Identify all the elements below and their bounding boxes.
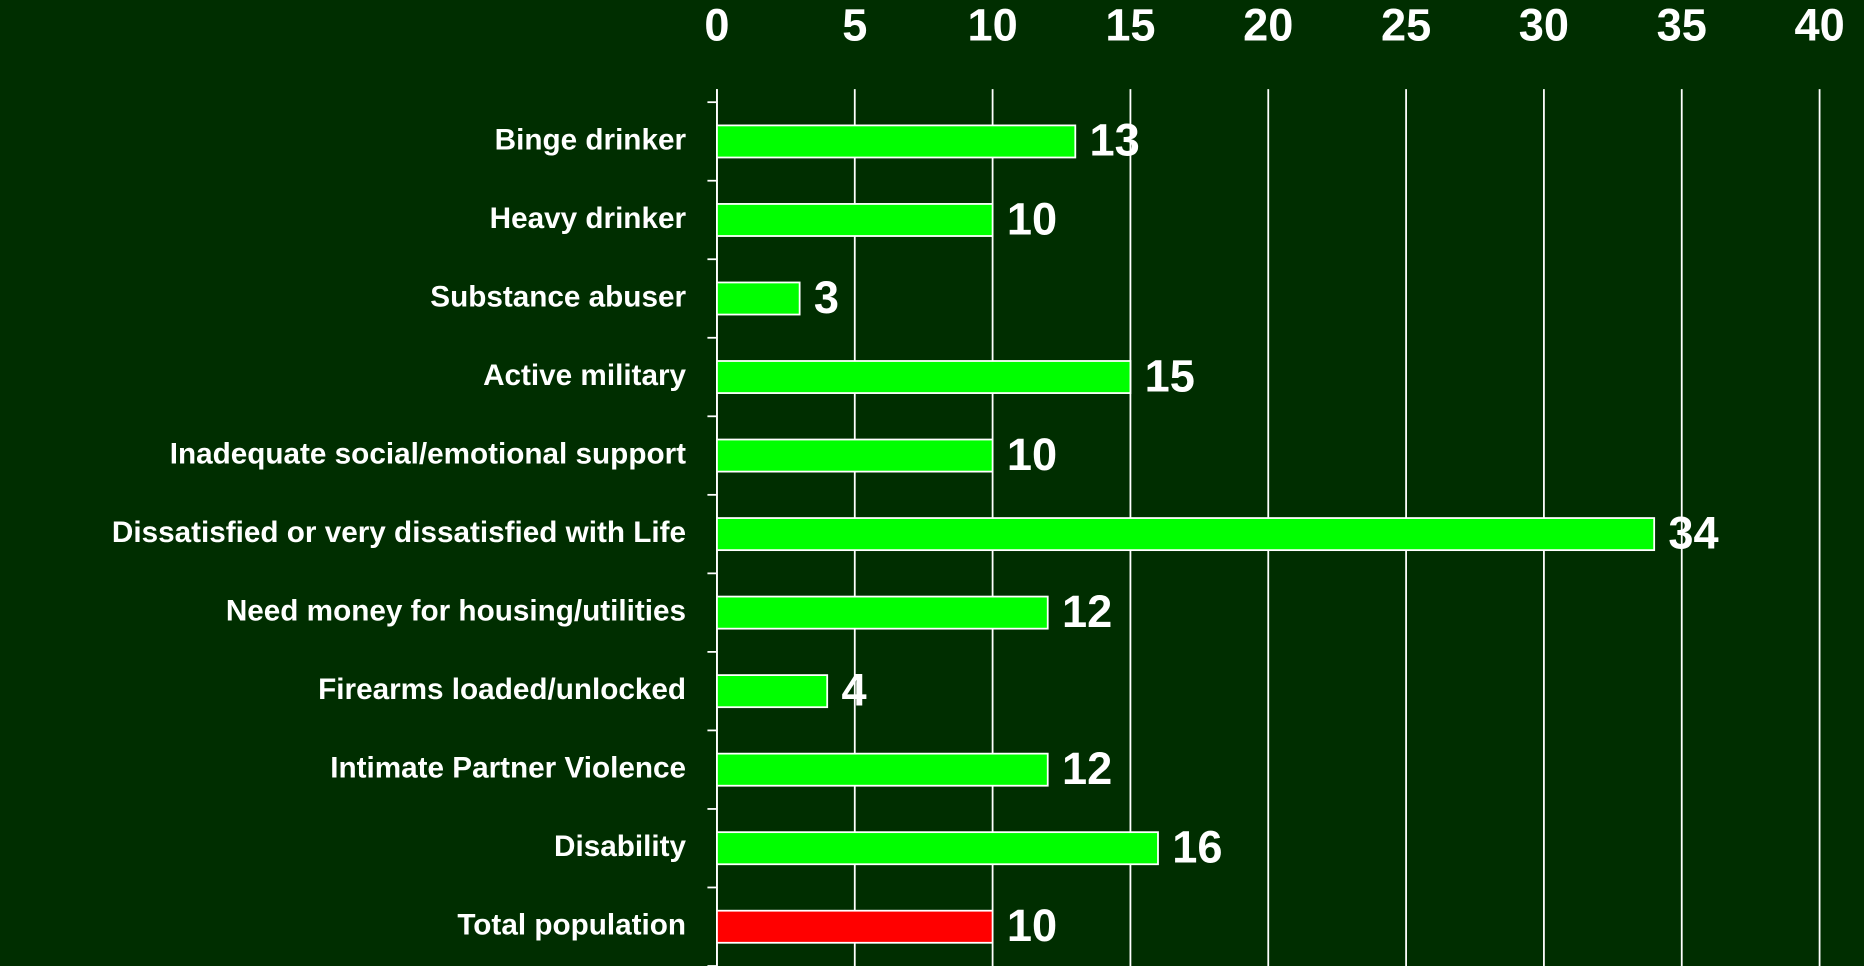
y-tick-label: Active military [483, 359, 686, 392]
data-label: 12 [1062, 586, 1112, 637]
data-label: 3 [814, 272, 839, 323]
bar [716, 203, 994, 237]
x-tick-label: 5 [842, 0, 867, 50]
data-label: 13 [1090, 115, 1140, 166]
x-tick-label: 30 [1519, 0, 1569, 50]
y-tick-label: Binge drinker [495, 123, 687, 156]
x-tick-label: 35 [1657, 0, 1707, 50]
bar [716, 752, 1049, 787]
y-tick-label: Dissatisfied or very dissatisfied with L… [112, 516, 686, 549]
y-tick-label: Disability [554, 830, 686, 863]
x-tick-label: 10 [967, 0, 1017, 50]
data-label: 34 [1668, 507, 1718, 558]
y-tick-label: Firearms loaded/unlocked [318, 673, 686, 706]
x-tick-label: 0 [704, 0, 729, 50]
bar [716, 124, 1077, 159]
bar [716, 831, 1159, 866]
x-tick-label: 20 [1243, 0, 1293, 50]
y-tick-label: Total population [457, 909, 686, 942]
data-label: 10 [1007, 900, 1057, 951]
bar [716, 595, 1049, 630]
y-tick-label: Heavy drinker [490, 202, 687, 235]
bar [716, 281, 801, 316]
data-label: 10 [1007, 193, 1057, 244]
y-tick-label: Need money for housing/utilities [226, 594, 686, 627]
y-tick-label: Intimate Partner Violence [330, 752, 686, 785]
x-tick-label: 15 [1105, 0, 1155, 50]
data-label: 15 [1145, 350, 1195, 401]
bar [716, 360, 1132, 394]
bar [716, 438, 994, 473]
data-label: 12 [1062, 743, 1112, 794]
data-label: 10 [1007, 429, 1057, 480]
bar [716, 909, 994, 944]
data-label: 16 [1172, 822, 1222, 873]
y-tick-label: Inadequate social/emotional support [170, 437, 686, 470]
data-label: 4 [841, 664, 866, 715]
bar [716, 674, 829, 709]
bar [716, 517, 1656, 552]
y-tick-label: Substance abuser [430, 280, 686, 313]
x-tick-label: 25 [1381, 0, 1431, 50]
x-tick-label: 40 [1794, 0, 1844, 50]
